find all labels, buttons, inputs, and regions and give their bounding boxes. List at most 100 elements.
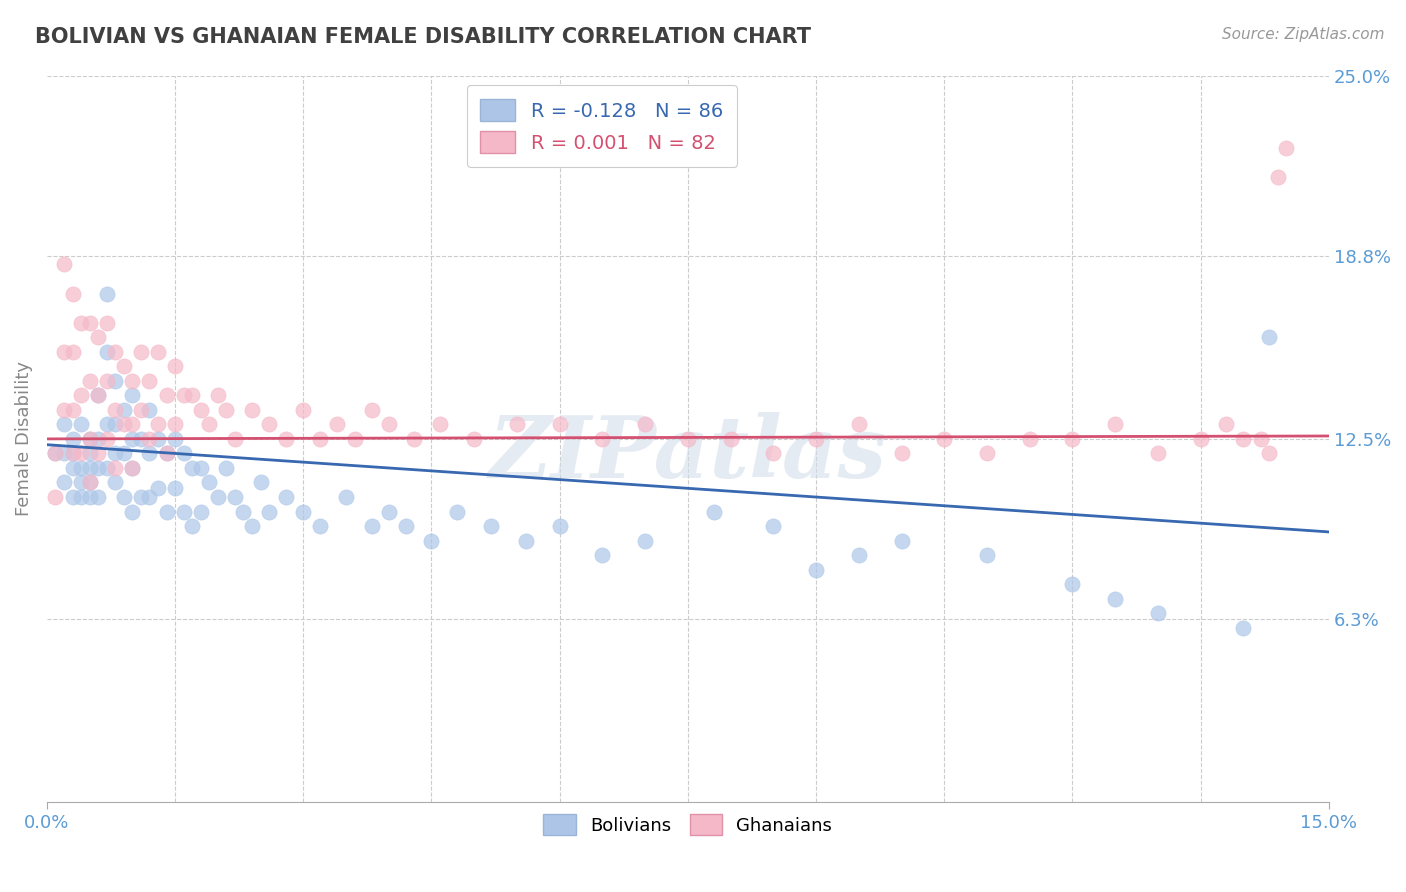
- Point: [70, 417, 93, 432]
- Point: [79, 446, 101, 460]
- Point: [146, 417, 169, 432]
- Point: [224, 490, 246, 504]
- Point: [173, 388, 195, 402]
- Point: [96, 316, 118, 330]
- Point: [44, 490, 66, 504]
- Point: [121, 417, 143, 432]
- Point: [112, 402, 135, 417]
- Point: [79, 432, 101, 446]
- Point: [138, 432, 160, 446]
- Point: [104, 446, 127, 460]
- Point: [53, 475, 76, 490]
- Point: [890, 446, 912, 460]
- Point: [976, 446, 998, 460]
- Point: [1215, 417, 1237, 432]
- Point: [762, 446, 785, 460]
- Point: [62, 344, 84, 359]
- Point: [155, 446, 177, 460]
- Point: [1147, 607, 1170, 621]
- Point: [146, 481, 169, 495]
- Point: [165, 481, 187, 495]
- Point: [138, 446, 160, 460]
- Point: [702, 505, 724, 519]
- Point: [121, 388, 143, 402]
- Point: [62, 446, 84, 460]
- Point: [1258, 446, 1281, 460]
- Text: BOLIVIAN VS GHANAIAN FEMALE DISABILITY CORRELATION CHART: BOLIVIAN VS GHANAIAN FEMALE DISABILITY C…: [35, 27, 811, 46]
- Point: [173, 446, 195, 460]
- Point: [1267, 170, 1289, 185]
- Point: [292, 505, 315, 519]
- Point: [121, 374, 143, 388]
- Point: [79, 461, 101, 475]
- Point: [591, 432, 613, 446]
- Point: [890, 533, 912, 548]
- Point: [70, 388, 93, 402]
- Point: [276, 432, 298, 446]
- Point: [377, 505, 399, 519]
- Point: [232, 505, 254, 519]
- Point: [44, 446, 66, 460]
- Point: [1104, 591, 1126, 606]
- Point: [129, 432, 152, 446]
- Point: [207, 388, 229, 402]
- Point: [87, 446, 110, 460]
- Point: [96, 286, 118, 301]
- Point: [343, 432, 366, 446]
- Point: [249, 475, 271, 490]
- Point: [190, 461, 212, 475]
- Point: [1062, 577, 1084, 591]
- Point: [276, 490, 298, 504]
- Point: [429, 417, 451, 432]
- Point: [96, 417, 118, 432]
- Point: [515, 533, 537, 548]
- Point: [79, 316, 101, 330]
- Point: [70, 446, 93, 460]
- Point: [181, 388, 204, 402]
- Point: [165, 417, 187, 432]
- Point: [634, 417, 657, 432]
- Point: [198, 475, 221, 490]
- Point: [463, 432, 485, 446]
- Point: [79, 490, 101, 504]
- Point: [104, 475, 127, 490]
- Point: [121, 432, 143, 446]
- Point: [87, 432, 110, 446]
- Point: [104, 374, 127, 388]
- Point: [190, 402, 212, 417]
- Point: [190, 505, 212, 519]
- Point: [1189, 432, 1212, 446]
- Point: [420, 533, 443, 548]
- Point: [79, 374, 101, 388]
- Point: [548, 417, 571, 432]
- Point: [1250, 432, 1272, 446]
- Point: [335, 490, 357, 504]
- Point: [181, 519, 204, 533]
- Point: [104, 402, 127, 417]
- Point: [1104, 417, 1126, 432]
- Point: [404, 432, 426, 446]
- Point: [96, 344, 118, 359]
- Point: [53, 344, 76, 359]
- Point: [104, 344, 127, 359]
- Point: [146, 344, 169, 359]
- Point: [848, 417, 870, 432]
- Point: [165, 359, 187, 374]
- Point: [591, 548, 613, 562]
- Point: [804, 563, 827, 577]
- Point: [634, 533, 657, 548]
- Point: [146, 432, 169, 446]
- Point: [44, 446, 66, 460]
- Point: [548, 519, 571, 533]
- Point: [53, 446, 76, 460]
- Point: [198, 417, 221, 432]
- Point: [53, 402, 76, 417]
- Point: [121, 461, 143, 475]
- Point: [240, 402, 263, 417]
- Point: [1062, 432, 1084, 446]
- Point: [79, 432, 101, 446]
- Point: [70, 490, 93, 504]
- Point: [87, 388, 110, 402]
- Point: [934, 432, 956, 446]
- Point: [155, 388, 177, 402]
